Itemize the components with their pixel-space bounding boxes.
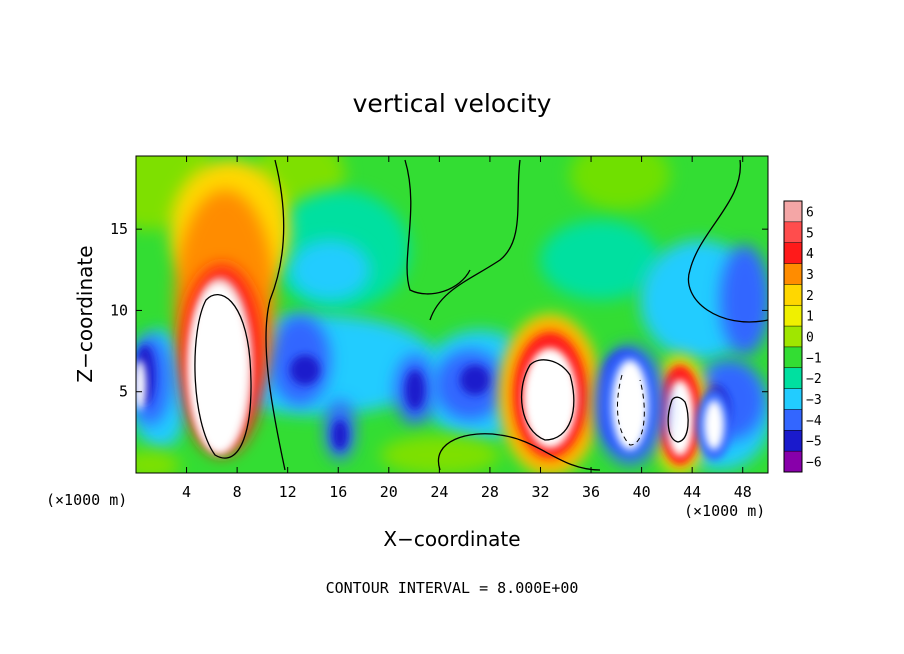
y-tick-label: 10 <box>110 301 128 319</box>
colorbar-swatch <box>784 284 802 306</box>
x-tick-label: 12 <box>279 483 297 501</box>
colorbar-swatch <box>784 388 802 410</box>
field-region <box>405 370 425 410</box>
field-region <box>720 245 768 355</box>
contour-line <box>265 159 286 471</box>
colorbar-swatch <box>784 430 802 452</box>
contour-interval-note: CONTOUR INTERVAL = 8.000E+00 <box>326 579 579 597</box>
colorbar-swatch <box>784 201 802 223</box>
x-axis: 4 8 12 16 20 24 28 32 36 40 44 48 <box>182 156 752 501</box>
x-tick-label: 40 <box>633 483 651 501</box>
field-region <box>136 450 180 473</box>
colorbar-swatch <box>784 346 802 369</box>
field-region <box>460 365 490 395</box>
field-region <box>612 360 648 450</box>
chart-title: vertical velocity <box>353 89 552 118</box>
colorbar-tick-label: 2 <box>806 289 814 304</box>
contour-line <box>687 159 768 323</box>
y-tick-label: 15 <box>110 220 128 238</box>
y-tick-label: 5 <box>119 383 128 401</box>
colorbar-tick-label: −5 <box>806 435 822 450</box>
colorbar-tick-label: 3 <box>806 268 814 283</box>
colorbar-tick-label: −3 <box>806 393 822 408</box>
field-region <box>290 355 320 385</box>
x-tick-label: 28 <box>481 483 499 501</box>
colorbar-tick-label: 5 <box>806 226 814 241</box>
contour-line <box>437 433 601 471</box>
x-tick-label: 48 <box>734 483 752 501</box>
field-region <box>666 380 694 456</box>
field-region <box>136 360 146 410</box>
colorbar-swatch <box>784 409 802 431</box>
field-region <box>332 420 348 450</box>
colorbar-swatch <box>784 451 802 473</box>
x-tick-label: 36 <box>582 483 600 501</box>
contour-line <box>404 159 471 295</box>
plot-frame <box>135 155 769 474</box>
y-axis-label: Z−coordinate <box>73 245 97 382</box>
z-unit-label: (×1000 m) <box>46 491 127 509</box>
field-region <box>704 400 724 450</box>
x-tick-label: 24 <box>430 483 448 501</box>
colorbar-tick-label: −1 <box>806 351 822 366</box>
field-region <box>540 220 660 300</box>
colorbar-swatch <box>784 221 802 244</box>
x-tick-label: 8 <box>233 483 242 501</box>
contour-line <box>429 159 521 321</box>
field-region <box>523 348 577 448</box>
colorbar-swatch <box>784 263 802 285</box>
colorbar-tick-label: 6 <box>806 205 814 220</box>
colorbar-tick-label: 4 <box>806 247 814 262</box>
field-region <box>136 156 210 230</box>
colorbar-swatch <box>784 367 802 390</box>
contour-line <box>194 294 252 459</box>
y-axis: 5 10 15 <box>110 220 768 401</box>
field-region <box>290 240 370 300</box>
x-tick-label: 44 <box>683 483 701 501</box>
colorbar-tick-label: 1 <box>806 310 814 325</box>
x-tick-label: 4 <box>182 483 191 501</box>
field-region <box>189 283 249 453</box>
contour-line-negative <box>617 374 645 446</box>
x-axis-label: X−coordinate <box>383 527 520 551</box>
field-region <box>570 156 670 210</box>
colorbar-tick-label: −4 <box>806 414 822 429</box>
colorbar-tick-label: −6 <box>806 456 822 471</box>
colorbar-swatch <box>784 326 802 348</box>
x-tick-label: 32 <box>531 483 549 501</box>
x-tick-label: 20 <box>380 483 398 501</box>
contour-line <box>520 359 575 441</box>
contour-line <box>667 396 689 443</box>
colorbar-swatch <box>784 305 802 327</box>
colorbar-tick-label: −2 <box>806 372 822 387</box>
colorbar-swatch <box>784 242 802 265</box>
colorbar: 6 5 4 3 2 1 0 −1 −2 −3 −4 −5 −6 <box>783 200 822 473</box>
heatmap-field <box>136 156 768 473</box>
colorbar-tick-label: 0 <box>806 331 814 346</box>
x-tick-label: 16 <box>329 483 347 501</box>
x-unit-label: (×1000 m) <box>684 502 765 520</box>
